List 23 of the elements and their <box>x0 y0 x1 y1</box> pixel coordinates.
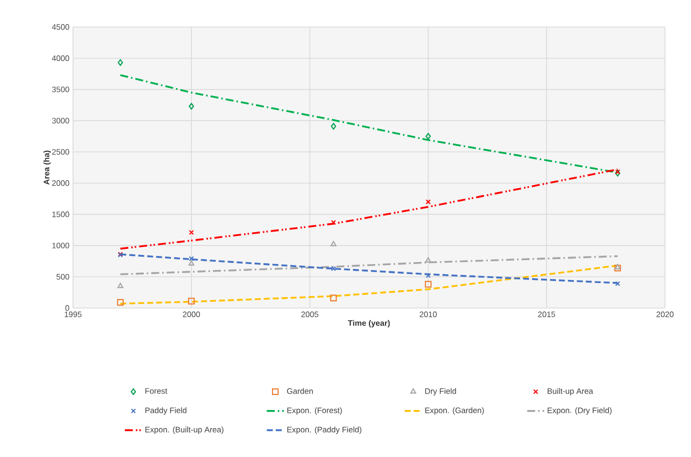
point <box>188 260 194 266</box>
point <box>188 230 194 235</box>
point <box>426 199 431 204</box>
point <box>330 220 336 225</box>
point <box>615 169 620 174</box>
point <box>425 257 432 262</box>
point <box>188 298 195 304</box>
point <box>330 294 337 302</box>
line-series <box>119 255 619 276</box>
point <box>615 281 620 286</box>
line-series <box>119 168 619 250</box>
point <box>188 256 194 262</box>
line-series <box>119 264 619 305</box>
point <box>118 59 124 66</box>
point <box>426 132 431 140</box>
point <box>424 280 432 288</box>
point <box>330 122 336 130</box>
point <box>117 282 124 288</box>
point <box>426 273 431 278</box>
point <box>117 299 124 306</box>
point <box>330 266 336 272</box>
point <box>330 240 336 246</box>
point <box>188 102 194 110</box>
